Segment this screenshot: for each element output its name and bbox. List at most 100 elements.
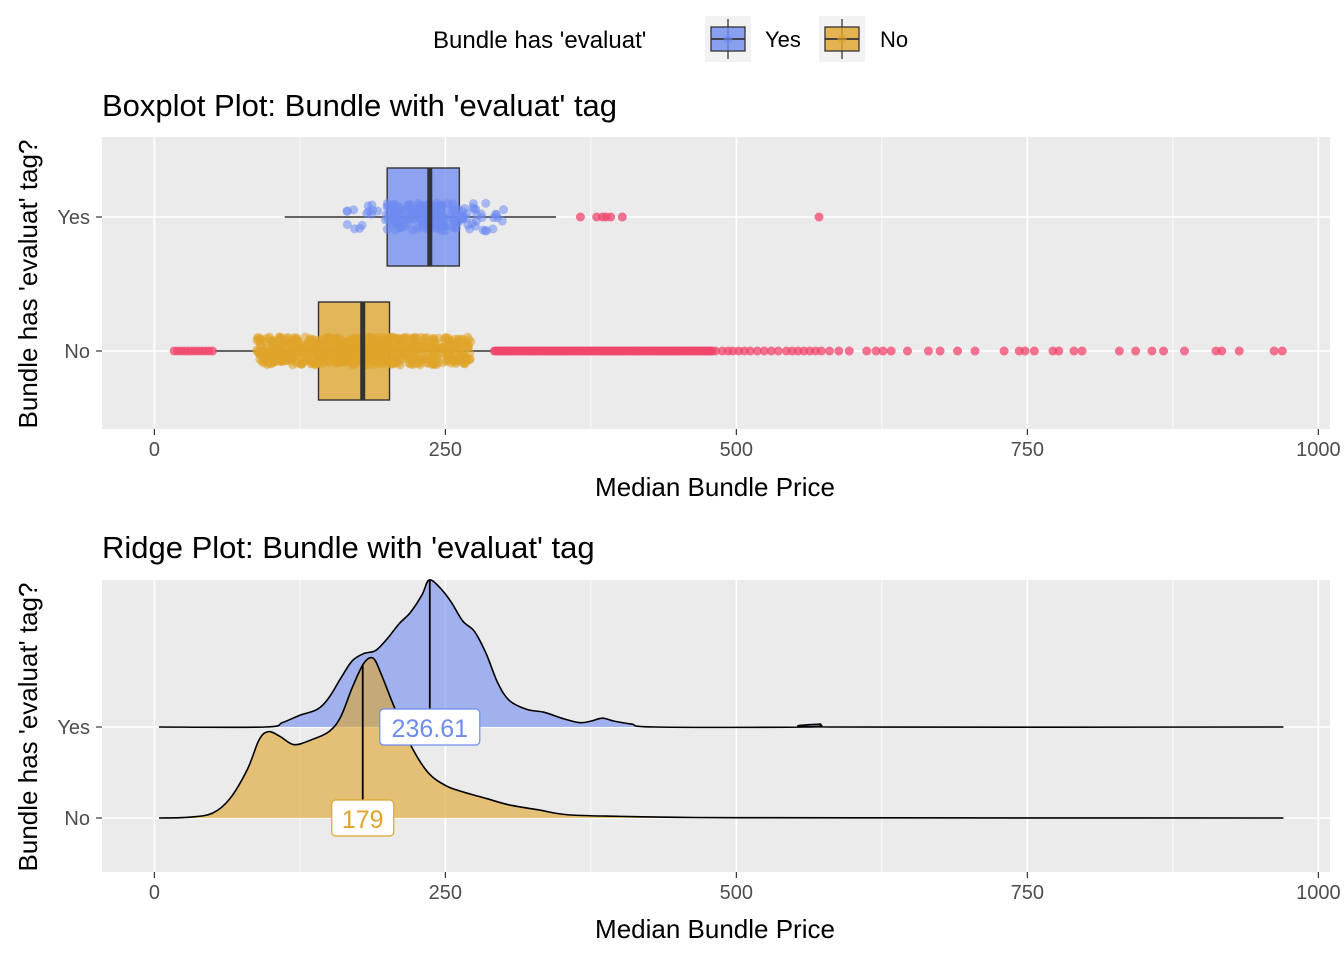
jitter-point <box>337 356 347 366</box>
outlier-point <box>606 212 616 222</box>
jitter-point <box>382 198 392 208</box>
outlier-point <box>1234 346 1244 356</box>
jitter-point <box>275 335 285 345</box>
boxplot-ylabel: Bundle has 'evaluat' tag? <box>13 140 43 429</box>
jitter-point <box>449 217 459 227</box>
legend-key-yes <box>705 16 751 62</box>
jitter-point <box>413 347 423 357</box>
outlier-point <box>1029 346 1039 356</box>
jitter-point <box>365 350 375 360</box>
boxplot-panel: 0 250 500 750 1000 Yes No <box>57 137 1341 461</box>
jitter-point <box>331 344 341 354</box>
jitter-point <box>433 358 443 368</box>
jitter-point <box>382 224 392 234</box>
ridge-x-tick-label: 250 <box>429 882 462 904</box>
median-label-box-no <box>331 799 395 837</box>
outlier-point <box>1114 346 1124 356</box>
boxplot-panel-background <box>102 137 1330 429</box>
jitter-point <box>404 214 414 224</box>
jitter-point <box>392 334 402 344</box>
outlier-point <box>816 346 826 356</box>
jitter-point <box>477 213 487 223</box>
outlier-point <box>844 346 854 356</box>
ridge-panel: 0 250 500 750 1000 Yes No 236.61 179 <box>57 579 1341 904</box>
boxplot-xlabel: Median Bundle Price <box>595 472 835 502</box>
ridge-x-tick-label: 1000 <box>1296 882 1341 904</box>
outlier-point <box>871 346 881 356</box>
outlier-point <box>1217 346 1227 356</box>
boxplot-x-tick-label: 250 <box>429 439 462 461</box>
boxplot-x-tick-label: 500 <box>720 439 753 461</box>
median-label-no: 179 <box>342 806 384 834</box>
legend: Bundle has 'evaluat' Yes No <box>433 16 908 62</box>
outlier-point <box>886 346 896 356</box>
outlier-point <box>970 346 980 356</box>
outlier-point <box>935 346 945 356</box>
outlier-point <box>1147 346 1157 356</box>
jitter-point <box>282 350 292 360</box>
jitter-point <box>423 358 433 368</box>
jitter-point <box>301 347 311 357</box>
outlier-point <box>1069 346 1079 356</box>
jitter-point <box>400 222 410 232</box>
jitter-point <box>390 199 400 209</box>
jitter-point <box>324 333 334 343</box>
outlier-point <box>1077 346 1087 356</box>
median-label-box-yes <box>379 708 481 746</box>
jitter-point <box>460 203 470 213</box>
outlier-point <box>766 346 776 356</box>
ridge-x-tick-label: 500 <box>720 882 753 904</box>
ridge-line-yes <box>159 579 1284 729</box>
legend-title: Bundle has 'evaluat' <box>433 27 646 54</box>
jitter-point <box>401 354 411 364</box>
jitter-point <box>448 205 458 215</box>
jitter-point <box>409 334 419 344</box>
outlier-point <box>1159 346 1169 356</box>
legend-label-no: No <box>880 27 908 52</box>
outlier-point <box>575 212 585 222</box>
outlier-point <box>1277 346 1287 356</box>
jitter-point <box>436 199 446 209</box>
jitter-point <box>463 354 473 364</box>
ridge-y-tick-label: No <box>64 808 90 830</box>
jitter-point <box>419 340 429 350</box>
jitter-point <box>444 335 454 345</box>
jitter-point <box>342 220 352 230</box>
jitter-point <box>468 203 478 213</box>
jitter-point <box>456 341 466 351</box>
jitter-point <box>344 339 354 349</box>
jitter-point <box>461 213 471 223</box>
outlier-point <box>1054 346 1064 356</box>
jitter-point <box>255 354 265 364</box>
boxplot-x-tick-label: 1000 <box>1296 439 1341 461</box>
jitter-point <box>342 206 352 216</box>
boxplot-y-tick-label: No <box>64 341 90 363</box>
jitter-point <box>334 333 344 343</box>
jitter-point <box>440 213 450 223</box>
jitter-point <box>481 198 491 208</box>
ridge-xlabel: Median Bundle Price <box>595 914 835 944</box>
boxplot-y-tick-label: Yes <box>57 207 90 229</box>
jitter-point <box>268 338 278 348</box>
jitter-point <box>252 334 262 344</box>
outlier-point <box>745 346 755 356</box>
jitter-point <box>406 200 416 210</box>
jitter-point <box>497 216 507 226</box>
jitter-point <box>271 356 281 366</box>
jitter-point <box>382 337 392 347</box>
jitter-point <box>446 358 456 368</box>
boxplot-x-tick-label: 750 <box>1011 439 1044 461</box>
outlier-point <box>208 346 218 356</box>
outlier-point <box>773 346 783 356</box>
jitter-point <box>488 224 498 234</box>
jitter-point <box>385 357 395 367</box>
jitter-point <box>369 360 379 370</box>
legend-label-yes: Yes <box>765 27 801 52</box>
ridge-line-no <box>159 656 1284 819</box>
outlier-point <box>902 346 912 356</box>
outlier-point <box>617 212 627 222</box>
jitter-point <box>292 358 302 368</box>
jitter-point <box>357 220 367 230</box>
outlier-point <box>862 346 872 356</box>
boxplot-title: Boxplot Plot: Bundle with 'evaluat' tag <box>102 88 617 123</box>
